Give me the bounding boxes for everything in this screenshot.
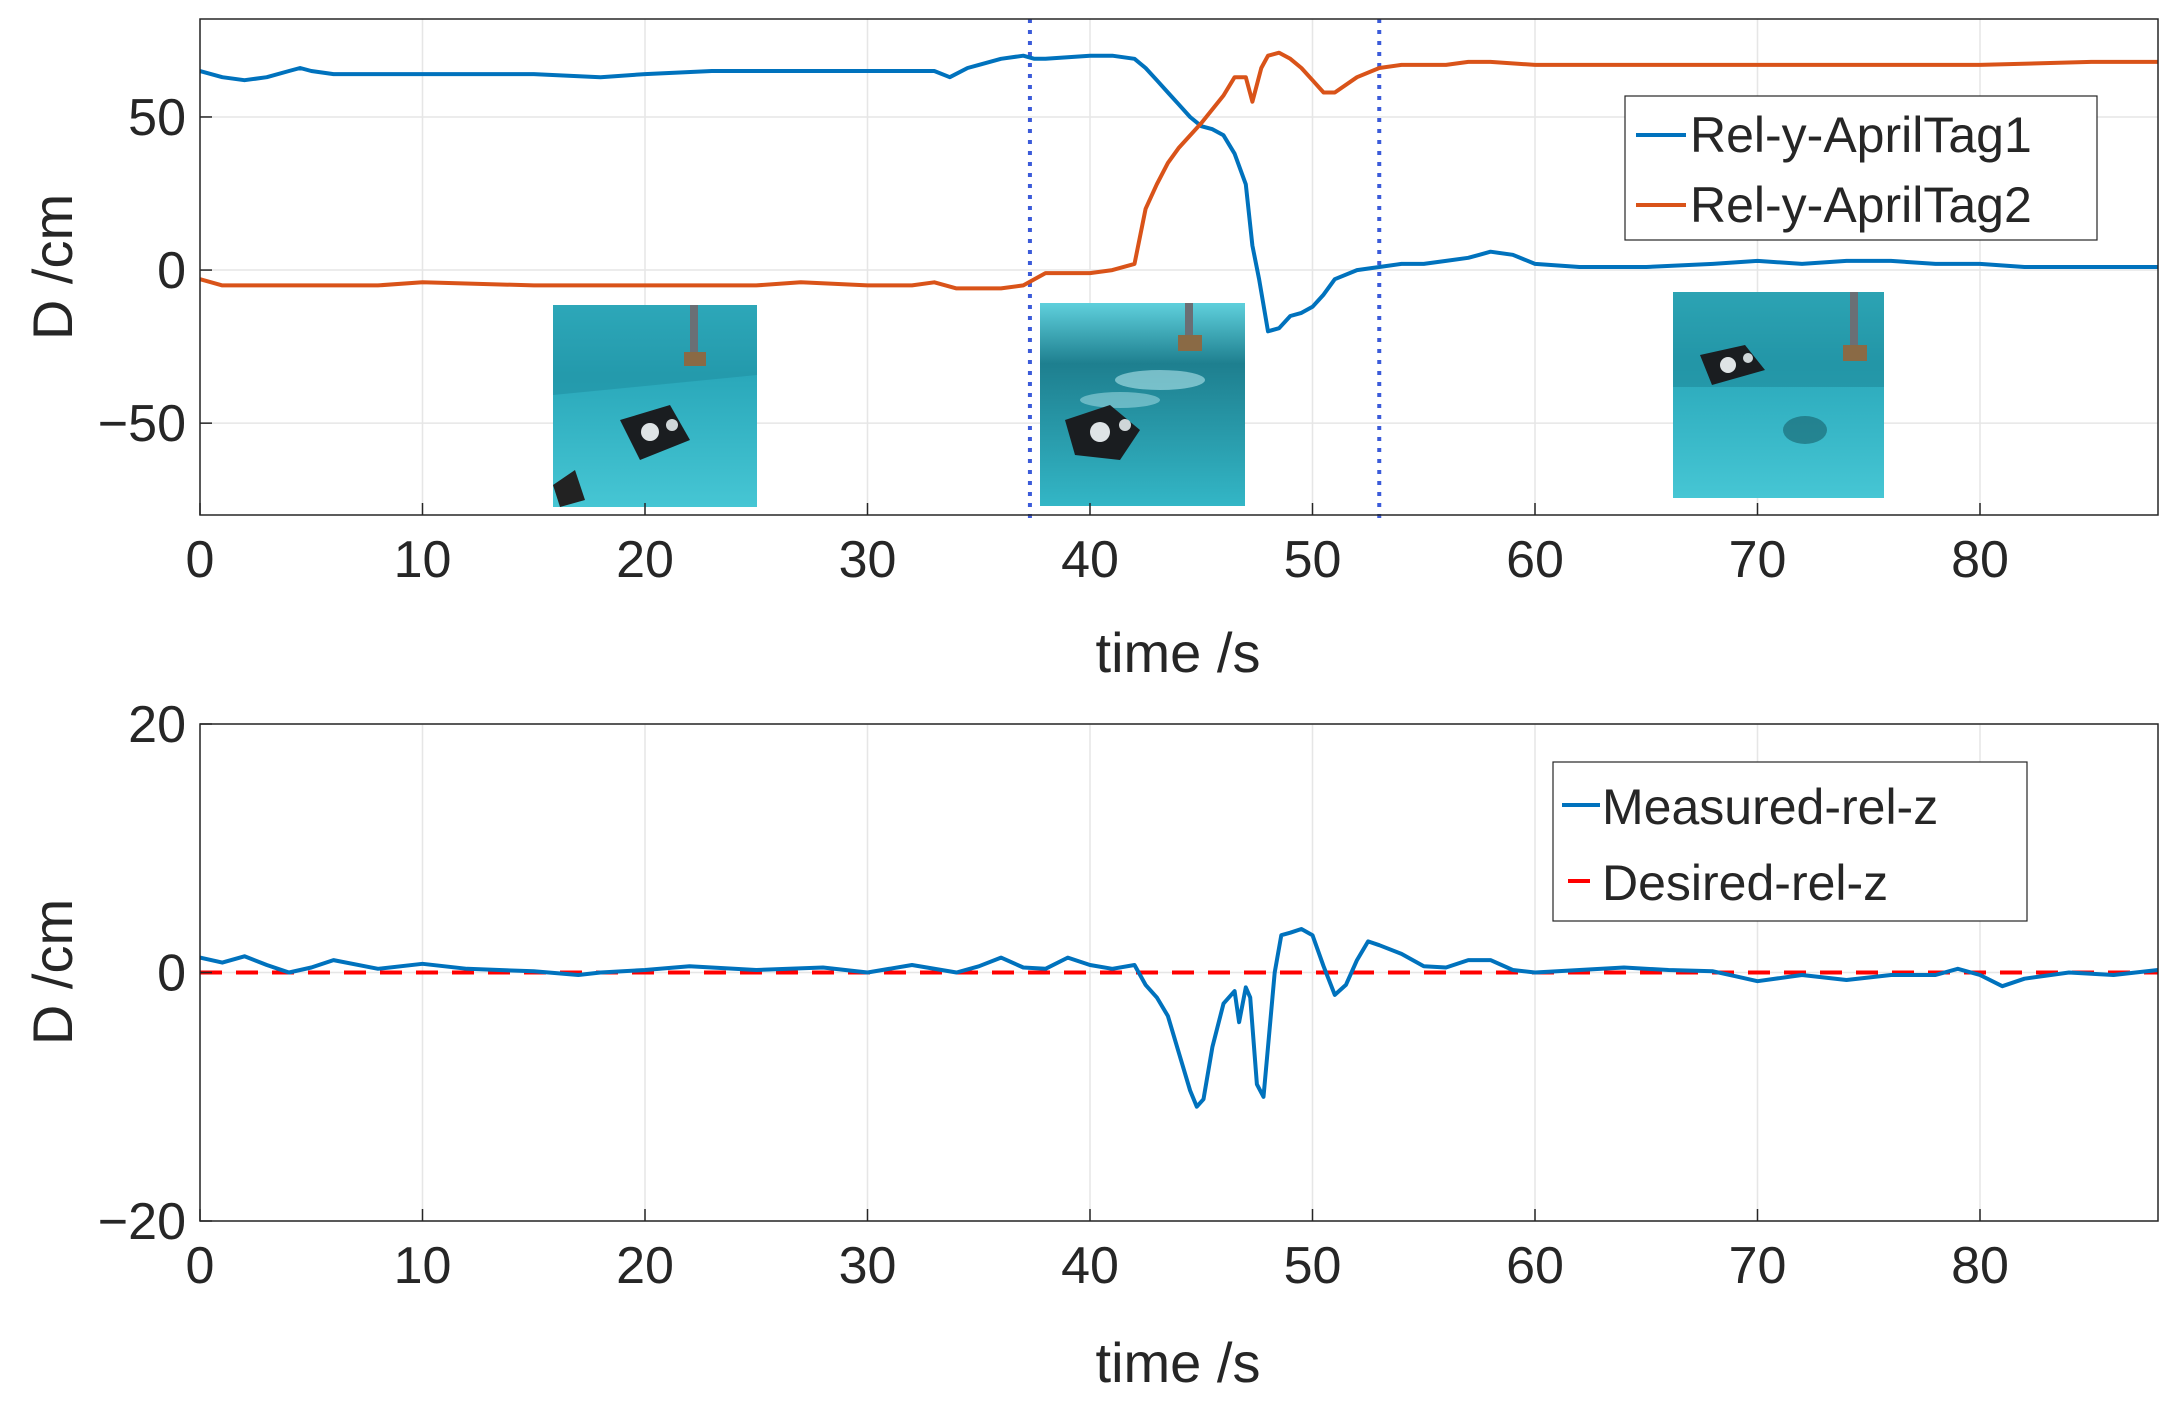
photo-inset-1 xyxy=(553,305,757,507)
x-tick-label: 80 xyxy=(1951,531,2009,589)
x-tick-label: 50 xyxy=(1284,1237,1342,1295)
x-tick-label: 80 xyxy=(1951,1237,2009,1295)
y-tick-label: 20 xyxy=(128,696,186,754)
bottom-y-axis-label: D /cm xyxy=(21,899,84,1045)
top-panel: 0 10 20 30 40 50 60 70 80 −50 0 50 D /cm time /s Re… xyxy=(21,18,2159,684)
bottom-x-axis-label: time /s xyxy=(1096,1331,1261,1394)
bottom-legend: Measured-rel-z Desired-rel-z xyxy=(1552,761,2028,922)
y-tick-label: −20 xyxy=(98,1193,186,1251)
top-legend: Rel-y-AprilTag1 Rel-y-AprilTag2 xyxy=(1624,95,2098,241)
x-tick-label: 0 xyxy=(186,1237,215,1295)
top-x-axis-label: time /s xyxy=(1096,621,1261,684)
series-line-rel-y-apriltag1 xyxy=(200,53,2158,334)
x-tick-label: 60 xyxy=(1506,1237,1564,1295)
photo-inset-3 xyxy=(1673,292,1884,498)
series-line-rel-y-apriltag2 xyxy=(200,50,2158,291)
legend-label-measured-rel-z: Measured-rel-z xyxy=(1602,779,1938,835)
legend-label-rel-y-apriltag1: Rel-y-AprilTag1 xyxy=(1690,107,2032,163)
x-tick-label: 20 xyxy=(616,1237,674,1295)
series-line-measured-rel-z xyxy=(200,927,2158,1109)
x-tick-label: 50 xyxy=(1284,531,1342,589)
y-tick-label: 0 xyxy=(157,945,186,1003)
x-tick-label: 30 xyxy=(839,1237,897,1295)
top-y-axis-label: D /cm xyxy=(21,194,84,340)
x-tick-label: 10 xyxy=(394,1237,452,1295)
legend-label-rel-y-apriltag2: Rel-y-AprilTag2 xyxy=(1690,177,2032,233)
x-tick-label: 70 xyxy=(1729,531,1787,589)
legend-label-desired-rel-z: Desired-rel-z xyxy=(1602,855,1888,911)
x-tick-label: 40 xyxy=(1061,1237,1119,1295)
y-tick-label: 0 xyxy=(157,242,186,300)
top-ticks: 0 10 20 30 40 50 60 70 80 −50 0 50 xyxy=(98,89,2009,589)
x-tick-label: 40 xyxy=(1061,531,1119,589)
x-tick-label: 0 xyxy=(186,531,215,589)
x-tick-label: 10 xyxy=(394,531,452,589)
top-axes-box xyxy=(199,18,2159,516)
y-tick-label: 50 xyxy=(128,89,186,147)
x-tick-label: 20 xyxy=(616,531,674,589)
photo-inset-2 xyxy=(1040,303,1245,506)
x-tick-label: 70 xyxy=(1729,1237,1787,1295)
y-tick-label: −50 xyxy=(98,395,186,453)
x-tick-label: 60 xyxy=(1506,531,1564,589)
x-tick-label: 30 xyxy=(839,531,897,589)
